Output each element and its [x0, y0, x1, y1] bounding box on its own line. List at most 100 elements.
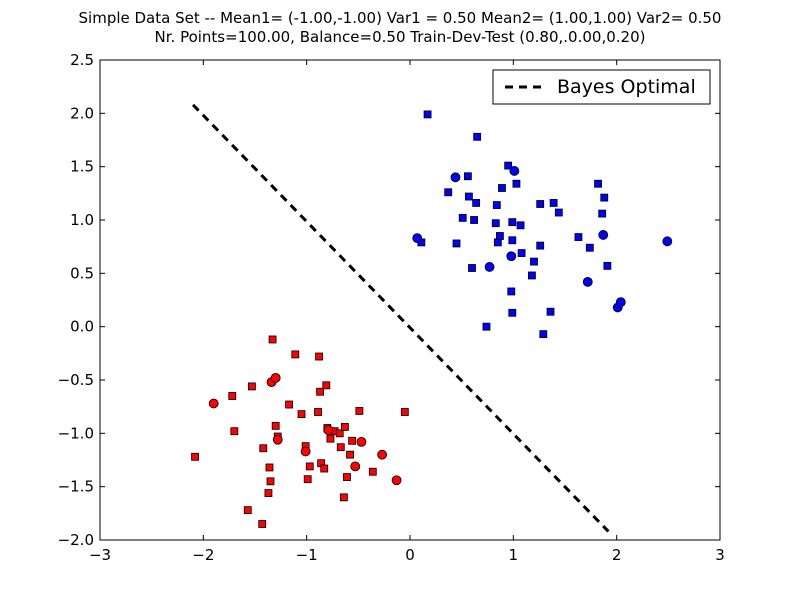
class2-train-point: [452, 239, 461, 248]
legend-box: [492, 69, 711, 105]
class2-test-point: [598, 230, 609, 240]
class2-train-point: [473, 132, 482, 141]
class1-train-point: [368, 467, 377, 476]
class2-train-point: [554, 208, 563, 217]
class2-train-point: [603, 261, 612, 270]
class1-test-point: [377, 449, 388, 460]
x-tick-label: 2: [612, 546, 622, 564]
legend-label-bayes-optimal: Bayes Optimal: [557, 76, 696, 98]
class1-train-point: [266, 477, 275, 486]
class2-train-point: [508, 308, 517, 317]
x-tick-label: 0: [405, 546, 415, 564]
class1-train-point: [315, 352, 323, 361]
class1-train-point: [247, 382, 256, 391]
class1-train-point: [355, 407, 364, 415]
class2-train-point: [492, 201, 501, 209]
class2-train-point: [493, 238, 502, 247]
bayes-optimal-line: [191, 103, 610, 533]
class2-test-point: [509, 166, 520, 176]
class2-train-point: [530, 257, 538, 266]
class1-train-point: [243, 506, 252, 515]
chart-title-line-2: Nr. Points=100.00, Balance=0.50 Train-De…: [155, 28, 646, 46]
y-tick-label: 1.5: [70, 158, 94, 176]
data-layer: [191, 103, 673, 533]
class1-test-point: [208, 398, 219, 409]
class1-train-point: [339, 493, 348, 502]
class2-test-point: [484, 262, 495, 272]
class1-train-point: [322, 381, 331, 390]
class1-test-point: [350, 461, 361, 472]
class1-test-point: [300, 446, 311, 457]
class1-train-point: [291, 350, 300, 359]
y-tick-label: 2.0: [70, 104, 94, 122]
y-tick-label: −2.0: [58, 531, 94, 549]
class2-train-point: [546, 307, 555, 316]
class2-train-point: [549, 199, 558, 207]
legend: Bayes Optimal: [492, 69, 711, 105]
class2-test-point: [615, 297, 626, 308]
y-tick-label: −1.0: [58, 424, 94, 442]
y-tick-label: −1.5: [58, 478, 94, 496]
class1-train-point: [340, 423, 349, 431]
class2-test-point: [450, 172, 461, 183]
class1-test-point: [391, 475, 402, 486]
class2-train-point: [423, 110, 432, 119]
class2-train-point: [508, 218, 517, 227]
class1-train-point: [303, 475, 312, 484]
x-tick-label: −1: [296, 546, 318, 564]
x-tick-label: −2: [192, 546, 214, 564]
class2-test-point: [412, 233, 423, 244]
class2-train-point: [468, 264, 476, 272]
plot-area: [99, 59, 721, 541]
class1-train-point: [346, 450, 354, 459]
class1-train-point: [314, 408, 322, 416]
class1-train-point: [230, 427, 239, 436]
class2-train-point: [458, 213, 467, 222]
class2-train-point: [491, 219, 500, 228]
x-tick-label: 3: [715, 546, 725, 564]
class2-train-point: [536, 241, 545, 250]
class2-train-point: [504, 161, 513, 170]
class2-train-point: [512, 179, 521, 188]
class1-train-point: [271, 421, 280, 430]
chart-title: Simple Data Set -- Mean1= (-1.00,-1.00) …: [79, 9, 722, 46]
class1-train-point: [343, 473, 351, 481]
class2-test-point: [662, 236, 673, 247]
class2-train-point: [508, 236, 517, 245]
class2-train-point: [585, 243, 594, 252]
class2-train-point: [507, 287, 516, 296]
y-tick-label: 0.5: [70, 264, 94, 282]
y-tick-label: 2.5: [70, 51, 94, 69]
x-tick-label: −3: [89, 546, 111, 564]
class1-train-point: [326, 434, 335, 443]
class1-test-point: [272, 434, 283, 445]
class2-test-point: [506, 251, 517, 262]
class2-train-point: [470, 216, 478, 224]
class1-train-point: [348, 436, 357, 445]
class1-train-point: [191, 452, 199, 461]
class1-train-point: [258, 520, 267, 528]
class2-test-point: [582, 276, 593, 287]
class1-train-point: [335, 429, 344, 438]
class1-test-point: [356, 436, 367, 447]
class2-train-point: [495, 232, 504, 240]
class2-train-point: [528, 271, 536, 280]
class2-train-point: [498, 184, 506, 192]
class2-train-point: [516, 221, 525, 230]
x-axis: −3 −2 −1 0 1 2 3: [89, 60, 725, 564]
class1-train-point: [285, 400, 294, 409]
y-tick-label: −0.5: [58, 371, 94, 389]
class2-train-point: [472, 199, 481, 207]
class1-train-point: [264, 489, 273, 497]
class1-train-point: [228, 392, 237, 400]
class2-train-point: [598, 209, 607, 218]
y-tick-label: 1.0: [70, 211, 94, 229]
class2-train-point: [463, 172, 472, 181]
class1-test-point: [323, 425, 334, 436]
class2-train-point: [600, 193, 609, 202]
class1-train-point: [336, 443, 345, 452]
class1-train-point: [297, 410, 306, 419]
class1-train-point: [268, 335, 277, 344]
y-axis: −2.0 −1.5 −1.0 −0.5 0.0 0.5 1.0 1.5 2.0 2.5: [58, 51, 720, 549]
